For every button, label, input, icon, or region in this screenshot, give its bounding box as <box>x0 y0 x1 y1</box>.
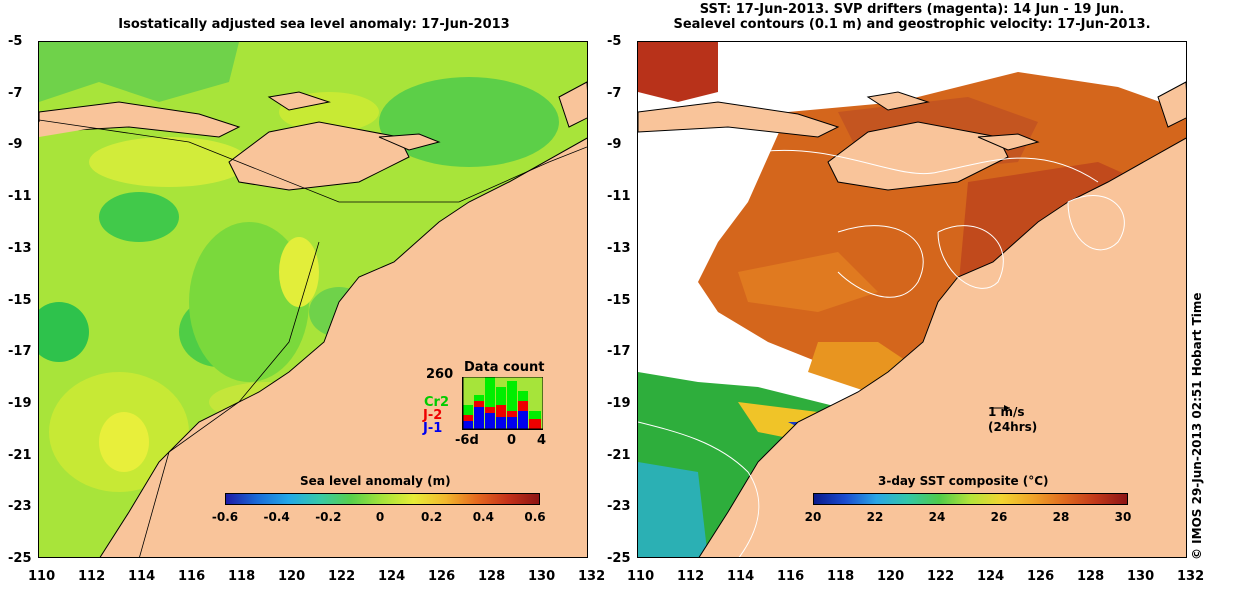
y-tick-label: -11 <box>607 189 631 205</box>
x-tick-label: 122 <box>927 569 955 584</box>
x-tick-label: 110 <box>28 569 56 584</box>
x-tick-label: 112 <box>78 569 106 584</box>
x-tick-label: 126 <box>1027 569 1055 584</box>
y-tick-label: -15 <box>8 292 32 308</box>
legend-j1: J-1 <box>423 421 443 436</box>
colorbar-tick-label: 0.4 <box>472 510 494 524</box>
colorbar-tick-label: 28 <box>1052 510 1070 524</box>
y-tick-label: -15 <box>607 292 631 308</box>
legend-j2: J-2 <box>423 408 443 423</box>
y-tick-label: -21 <box>607 447 631 463</box>
x-tick-label: 130 <box>528 569 556 584</box>
data-count-x-tick-0: 0 <box>507 433 517 448</box>
colorbar-tick-label: 0.6 <box>524 510 546 524</box>
sst-colorbar-title: 3-day SST composite (°C) <box>878 474 1049 488</box>
y-tick-label: -19 <box>8 395 32 411</box>
colorbar-tick-label: 20 <box>804 510 822 524</box>
x-tick-label: 114 <box>727 569 755 584</box>
imos-stamp: © IMOS 29-Jun-2013 02:51 Hobart Time <box>1190 292 1204 560</box>
x-tick-label: 118 <box>228 569 256 584</box>
y-tick-label: -19 <box>607 395 631 411</box>
colorbar-tick-label: 22 <box>866 510 884 524</box>
x-tick-label: 132 <box>1177 569 1205 584</box>
x-tick-label: 124 <box>378 569 406 584</box>
data-count-chart <box>462 376 544 430</box>
colorbar-tick-label: -0.4 <box>263 510 290 524</box>
x-tick-label: 116 <box>178 569 206 584</box>
y-tick-label: -21 <box>8 447 32 463</box>
y-tick-label: -5 <box>8 34 23 49</box>
y-tick-label: -17 <box>8 344 32 360</box>
x-tick-label: 128 <box>1077 569 1105 584</box>
x-tick-label: 112 <box>677 569 705 584</box>
y-tick-label: -23 <box>607 499 631 515</box>
data-count-bars <box>462 376 544 430</box>
sst-map <box>637 41 1187 558</box>
colorbar-tick-label: 24 <box>928 510 946 524</box>
sla-colorbar <box>225 493 540 505</box>
x-tick-label: 126 <box>428 569 456 584</box>
right-panel-title-line1: SST: 17-Jun-2013. SVP drifters (magenta)… <box>699 2 1125 17</box>
y-tick-label: -11 <box>8 189 32 205</box>
colorbar-tick-label: 26 <box>990 510 1008 524</box>
data-count-max-label: 260 <box>426 367 454 382</box>
y-tick-label: -9 <box>607 137 622 153</box>
colorbar-tick-label: 0 <box>375 510 385 524</box>
data-count-x-tick-4: 4 <box>537 433 547 448</box>
x-tick-label: 132 <box>578 569 606 584</box>
y-tick-label: -13 <box>607 240 631 256</box>
y-tick-label: -9 <box>8 137 23 153</box>
sla-map-graphic <box>39 42 587 557</box>
y-tick-label: -23 <box>8 499 32 515</box>
x-tick-label: 116 <box>777 569 805 584</box>
colorbar-tick-label: 30 <box>1114 510 1132 524</box>
left-panel-title: Isostatically adjusted sea level anomaly… <box>118 17 510 32</box>
colorbar-tick-label: -0.6 <box>211 510 239 524</box>
legend-cr2: Cr2 <box>424 395 449 410</box>
x-tick-label: 110 <box>627 569 655 584</box>
x-tick-label: 120 <box>278 569 306 584</box>
velocity-scale-period: (24hrs) <box>988 420 1038 434</box>
x-tick-label: 114 <box>128 569 156 584</box>
y-tick-label: -7 <box>607 85 622 101</box>
x-tick-label: 124 <box>977 569 1005 584</box>
sla-map <box>38 41 588 558</box>
y-tick-label: -7 <box>8 85 23 101</box>
colorbar-tick-label: 0.2 <box>421 510 443 524</box>
sst-colorbar <box>813 493 1128 505</box>
y-tick-label: -25 <box>607 551 631 566</box>
velocity-scale-label: 1 m/s <box>988 405 1025 419</box>
x-tick-label: 122 <box>328 569 356 584</box>
sla-colorbar-title: Sea level anomaly (m) <box>300 474 451 488</box>
y-tick-label: -25 <box>8 551 32 566</box>
sst-map-graphic <box>638 42 1186 557</box>
right-panel-title-line2: Sealevel contours (0.1 m) and geostrophi… <box>673 17 1151 32</box>
data-count-title: Data count <box>464 360 545 375</box>
x-tick-label: 128 <box>478 569 506 584</box>
y-tick-label: -13 <box>8 240 32 256</box>
x-tick-label: 118 <box>827 569 855 584</box>
y-tick-label: -5 <box>607 34 622 49</box>
colorbar-tick-label: -0.2 <box>315 510 342 524</box>
x-tick-label: 120 <box>877 569 905 584</box>
x-tick-label: 130 <box>1127 569 1155 584</box>
data-count-x-tick-neg6: -6d <box>455 433 479 448</box>
y-tick-label: -17 <box>607 344 631 360</box>
